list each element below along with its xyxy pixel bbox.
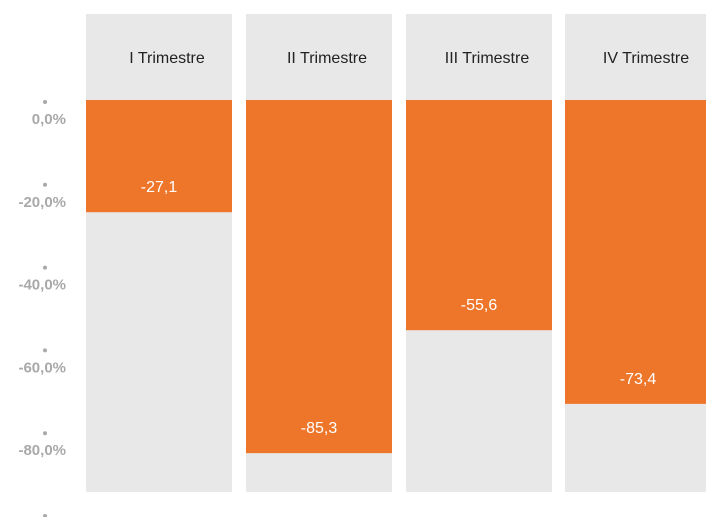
- data-labels: -27,1 -85,3 -55,6 -73,4: [141, 179, 657, 437]
- column-background: [86, 14, 232, 492]
- bar-3: [406, 100, 552, 331]
- category-label: I Trimestre: [129, 50, 205, 67]
- tick-mark: [43, 100, 47, 104]
- y-tick-label: -20,0%: [18, 194, 66, 211]
- tick-mark: [43, 265, 47, 270]
- data-label: -55,6: [461, 297, 498, 314]
- tick-mark: [43, 514, 47, 517]
- bar-1: [86, 100, 232, 213]
- category-labels: I Trimestre II Trimestre III Trimestre IV T…: [129, 50, 689, 67]
- category-label: III Trimestre: [445, 50, 530, 67]
- y-tick-label: -60,0%: [18, 359, 66, 376]
- y-axis: 0,0%-20,0%-40,0%-60,0%-80,0%-100.0%: [18, 100, 66, 517]
- data-label: -73,4: [620, 371, 657, 388]
- bar-4: [565, 100, 706, 404]
- y-tick-label: 0,0%: [32, 111, 66, 128]
- data-label: -85,3: [301, 420, 338, 437]
- bar-2: [246, 100, 392, 454]
- data-bars: [86, 100, 706, 454]
- y-tick-label: -40,0%: [18, 277, 66, 294]
- category-label: II Trimestre: [287, 50, 367, 67]
- data-label: -27,1: [141, 179, 178, 196]
- tick-mark: [43, 431, 47, 436]
- tick-mark: [43, 348, 47, 353]
- y-tick-label: -80,0%: [18, 442, 66, 459]
- category-label: IV Trimestre: [603, 50, 689, 67]
- tick-mark: [43, 182, 47, 187]
